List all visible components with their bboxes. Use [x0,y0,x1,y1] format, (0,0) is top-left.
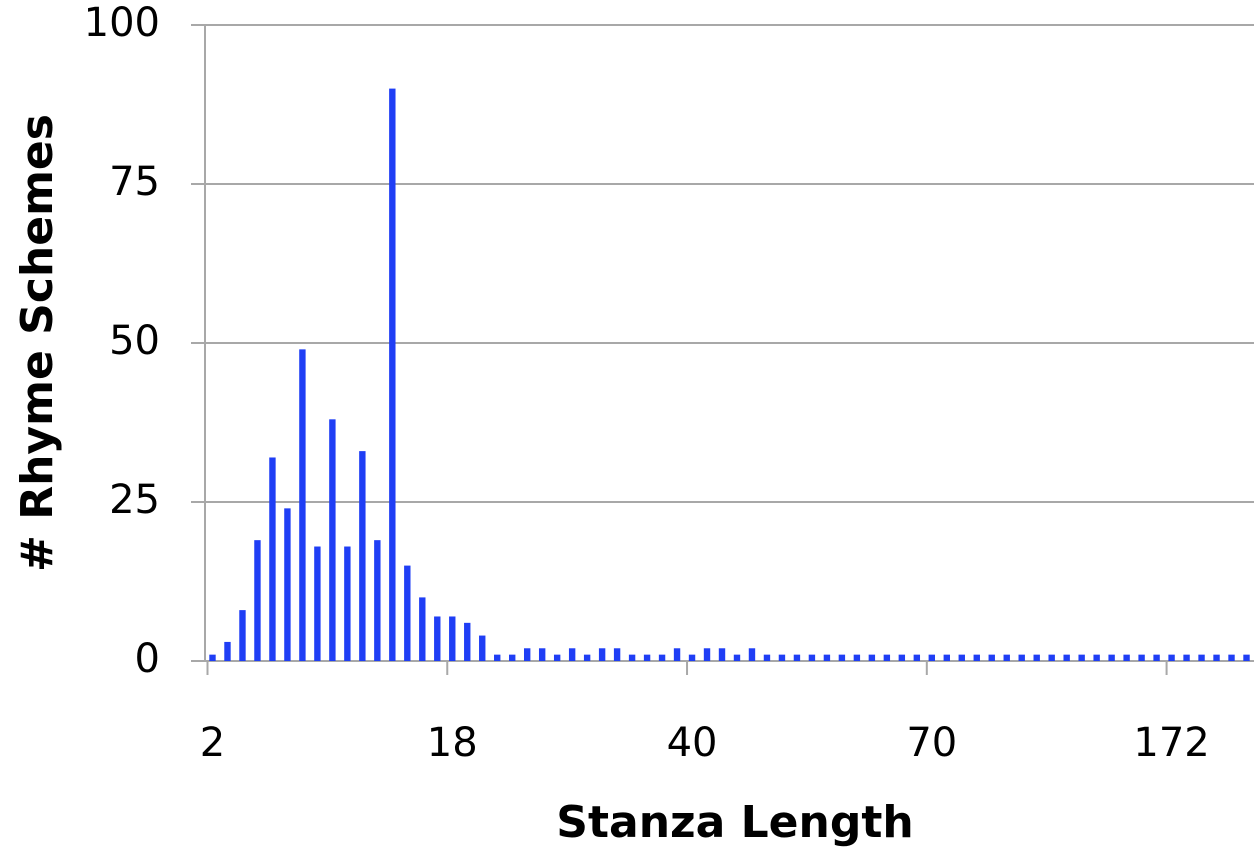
bar [703,648,711,661]
bar [943,654,950,661]
y-axis-title: # Rhyme Schemes [12,114,63,572]
bar [1108,654,1115,661]
x-tick-label: 70 [906,720,957,766]
bar [523,648,531,661]
bar [1033,654,1040,661]
bar [838,654,846,661]
bar [808,654,816,661]
bar [613,648,621,661]
bar [239,610,246,661]
bar [898,654,906,661]
bar [688,654,696,661]
bar [1243,654,1250,661]
bar [733,654,741,661]
bar [583,654,591,661]
bar [344,546,351,661]
bar [449,616,456,661]
x-axis-title: Stanza Length [556,797,913,848]
bar [1213,654,1220,661]
bar [748,648,756,661]
bar [973,654,980,661]
bar [1228,654,1235,661]
x-tick-label: 172 [1133,720,1209,766]
bar [284,508,291,661]
bar [778,654,786,661]
x-tick-label: 18 [427,720,478,766]
bar [404,565,411,661]
bar [553,654,561,661]
bar [913,654,921,661]
bar [1153,654,1160,661]
y-tick-label: 0 [135,636,160,682]
y-tick-label: 100 [84,0,160,46]
bar [823,654,831,661]
bar [628,654,636,661]
bar [1198,654,1205,661]
bar [1123,654,1130,661]
bar [1093,654,1100,661]
bar [419,597,426,661]
x-tick-label: 2 [200,720,225,766]
y-tick-label: 25 [109,477,160,523]
bar [224,641,231,661]
bar [793,654,801,661]
bar [883,654,891,661]
bar [1003,654,1010,661]
bar [598,648,606,661]
bar [538,648,546,661]
bar [643,654,651,661]
y-tick-label: 75 [109,159,160,205]
y-tick-label: 50 [109,318,160,364]
bar [568,648,576,661]
bar [494,654,501,661]
bar [658,654,666,661]
bar [254,540,261,661]
bar [299,349,306,661]
bar [1168,654,1175,661]
bar [868,654,876,661]
bar [1018,654,1025,661]
bar [718,648,726,661]
bar [673,648,681,661]
bar [1183,654,1190,661]
bar [269,457,276,661]
bar [314,546,321,661]
bar [209,654,216,661]
x-tick-label: 40 [667,720,718,766]
bar [509,654,516,661]
bar [853,654,861,661]
bar [1063,654,1070,661]
bar [1048,654,1055,661]
bar [374,540,381,661]
bar [958,654,965,661]
bar [988,654,995,661]
bar [464,622,471,661]
bar [359,451,366,661]
bar [434,616,441,661]
bar [1138,654,1145,661]
bar [389,88,396,662]
bar [928,654,936,661]
bar [329,419,336,661]
bar [763,654,771,661]
bar [479,635,486,661]
bar [1078,654,1085,661]
